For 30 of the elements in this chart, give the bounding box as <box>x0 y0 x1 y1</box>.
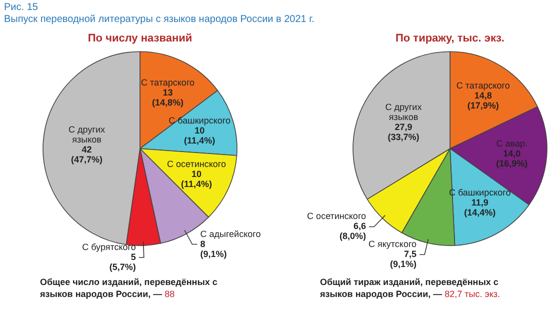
data-label: 7,5 (9,1%) <box>390 249 417 270</box>
data-label: 10 (11,4%) <box>184 126 216 146</box>
chart-title: По числу названий <box>88 32 192 45</box>
chart-title: По тиражу, тыс. экз. <box>396 32 504 45</box>
data-label: 11,9 (14,4%) <box>464 198 496 218</box>
text: Общий тираж изданий, переведённых с языков народов России, — 82,7 тыс. экз. <box>320 276 501 300</box>
slice-label: С татарского <box>141 78 195 88</box>
data-label: 14,0 (16,9%) <box>496 148 528 168</box>
data-label: 42 (47,7%) <box>71 144 103 164</box>
text: Общее число изданий, переведённых с языков народов России, — 88 <box>40 276 218 300</box>
data-label: 10 (11,4%) <box>180 168 212 189</box>
slice-label: С осетинского <box>166 158 226 169</box>
slice-label: С других языков <box>385 102 422 122</box>
slice-label: С других языков <box>68 124 106 144</box>
data-label: 8 (9,1%) <box>200 238 227 259</box>
slice-label: С бурятского <box>82 242 136 252</box>
data-label: 13 (14,8%) <box>152 88 184 108</box>
slice-label: С якутского <box>368 239 417 250</box>
data-label: 5 (5,7%) <box>109 252 136 272</box>
data-label: 27,9 (33,7%) <box>388 122 420 142</box>
slice-label: С осетинского <box>307 211 366 222</box>
slice-label: С адыгейского <box>200 228 261 239</box>
data-label: 14,8 (17,9%) <box>467 90 499 111</box>
text: Рис. 15 <box>4 2 39 14</box>
slice-label: С авар. <box>496 138 528 148</box>
data-label: 6,6 (8,0%) <box>340 221 366 242</box>
slice-label: С татарского <box>456 80 510 91</box>
slice-label: С башкирского <box>168 116 230 126</box>
text: Выпуск переводной литературы с языков народов России в 2021 г. <box>4 14 316 26</box>
slice-label: С башкирского <box>448 188 511 198</box>
